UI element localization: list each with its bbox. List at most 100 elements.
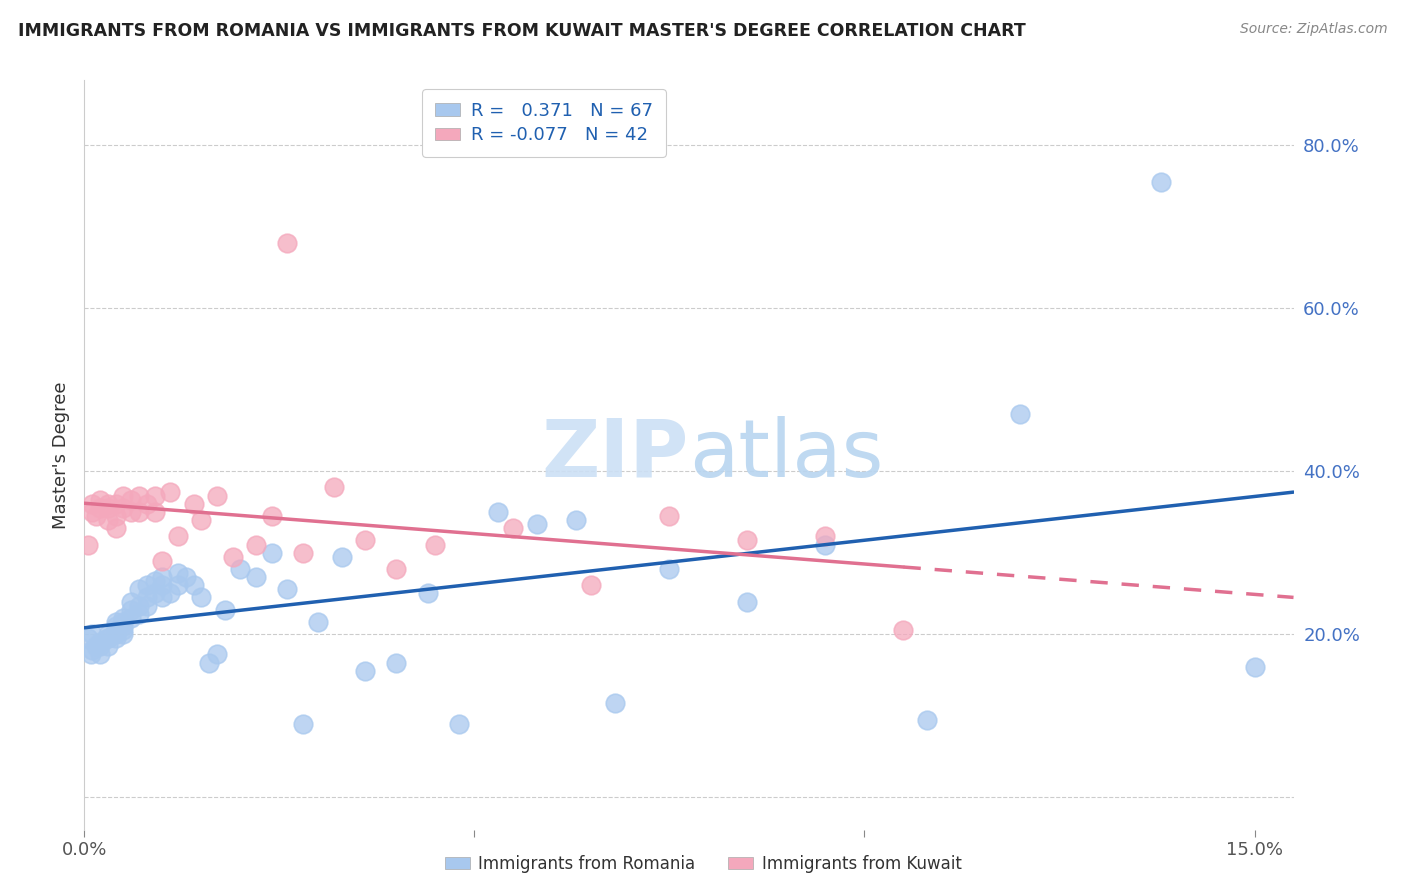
Point <box>159 586 181 600</box>
Point <box>581 578 603 592</box>
Legend: Immigrants from Romania, Immigrants from Kuwait: Immigrants from Romania, Immigrants from… <box>437 848 969 880</box>
Point <box>291 546 314 560</box>
Point <box>276 236 298 251</box>
Point <box>97 497 120 511</box>
Point <box>190 513 212 527</box>
Text: IMMIGRANTS FROM ROMANIA VS IMMIGRANTS FROM KUWAIT MASTER'S DEGREE CORRELATION CH: IMMIGRANTS FROM ROMANIA VS IMMIGRANTS FR… <box>18 22 1026 40</box>
Point <box>143 505 166 519</box>
Point <box>84 640 107 654</box>
Point <box>174 570 197 584</box>
Point <box>120 611 142 625</box>
Point <box>128 582 150 597</box>
Point <box>190 591 212 605</box>
Point <box>214 602 236 616</box>
Point <box>915 713 938 727</box>
Point <box>159 484 181 499</box>
Point <box>77 631 100 645</box>
Point <box>143 586 166 600</box>
Point <box>97 500 120 515</box>
Point <box>104 615 127 629</box>
Point <box>658 508 681 523</box>
Point <box>565 513 588 527</box>
Point <box>112 489 135 503</box>
Point <box>120 594 142 608</box>
Point <box>120 492 142 507</box>
Point <box>526 517 548 532</box>
Point <box>416 586 439 600</box>
Point <box>120 602 142 616</box>
Point <box>167 566 190 580</box>
Point <box>205 648 228 662</box>
Point <box>128 489 150 503</box>
Point <box>260 508 283 523</box>
Point <box>737 594 759 608</box>
Point <box>97 640 120 654</box>
Point <box>79 648 101 662</box>
Legend: R =   0.371   N = 67, R = -0.077   N = 42: R = 0.371 N = 67, R = -0.077 N = 42 <box>422 89 665 157</box>
Point <box>143 489 166 503</box>
Point <box>104 627 127 641</box>
Point <box>447 716 470 731</box>
Point <box>128 599 150 613</box>
Point <box>143 574 166 589</box>
Text: atlas: atlas <box>689 416 883 494</box>
Point <box>245 570 267 584</box>
Point <box>128 505 150 519</box>
Point <box>183 578 205 592</box>
Point <box>89 500 111 515</box>
Point <box>104 521 127 535</box>
Point <box>603 696 626 710</box>
Point <box>97 631 120 645</box>
Point <box>276 582 298 597</box>
Point <box>205 489 228 503</box>
Point <box>658 562 681 576</box>
Point <box>112 500 135 515</box>
Point <box>104 619 127 633</box>
Point <box>135 591 157 605</box>
Point <box>84 508 107 523</box>
Point <box>150 578 173 592</box>
Point <box>198 656 221 670</box>
Text: Source: ZipAtlas.com: Source: ZipAtlas.com <box>1240 22 1388 37</box>
Point <box>89 635 111 649</box>
Point <box>150 570 173 584</box>
Point <box>128 607 150 621</box>
Point <box>112 627 135 641</box>
Point <box>354 664 377 678</box>
Point <box>229 562 252 576</box>
Point <box>814 529 837 543</box>
Point <box>486 505 509 519</box>
Y-axis label: Master's Degree: Master's Degree <box>52 381 70 529</box>
Point <box>354 533 377 548</box>
Point <box>167 529 190 543</box>
Point <box>1010 407 1032 421</box>
Point <box>97 513 120 527</box>
Point <box>82 627 104 641</box>
Point <box>97 631 120 645</box>
Point <box>112 615 135 629</box>
Point <box>502 521 524 535</box>
Point <box>112 623 135 637</box>
Point <box>104 497 127 511</box>
Text: ZIP: ZIP <box>541 416 689 494</box>
Point <box>385 656 408 670</box>
Point <box>104 508 127 523</box>
Point <box>893 623 915 637</box>
Point <box>260 546 283 560</box>
Point <box>135 578 157 592</box>
Point <box>1150 175 1173 189</box>
Point <box>183 497 205 511</box>
Point <box>330 549 353 564</box>
Point <box>104 631 127 645</box>
Point <box>737 533 759 548</box>
Point <box>150 554 173 568</box>
Point <box>167 578 190 592</box>
Point <box>1243 659 1265 673</box>
Point <box>112 619 135 633</box>
Point <box>82 643 104 657</box>
Point <box>291 716 314 731</box>
Point <box>120 505 142 519</box>
Point <box>112 611 135 625</box>
Point <box>82 497 104 511</box>
Point <box>104 623 127 637</box>
